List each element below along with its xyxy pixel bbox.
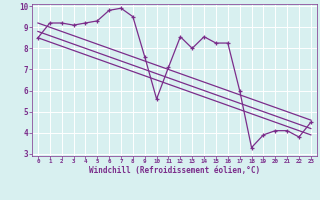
- X-axis label: Windchill (Refroidissement éolien,°C): Windchill (Refroidissement éolien,°C): [89, 166, 260, 175]
